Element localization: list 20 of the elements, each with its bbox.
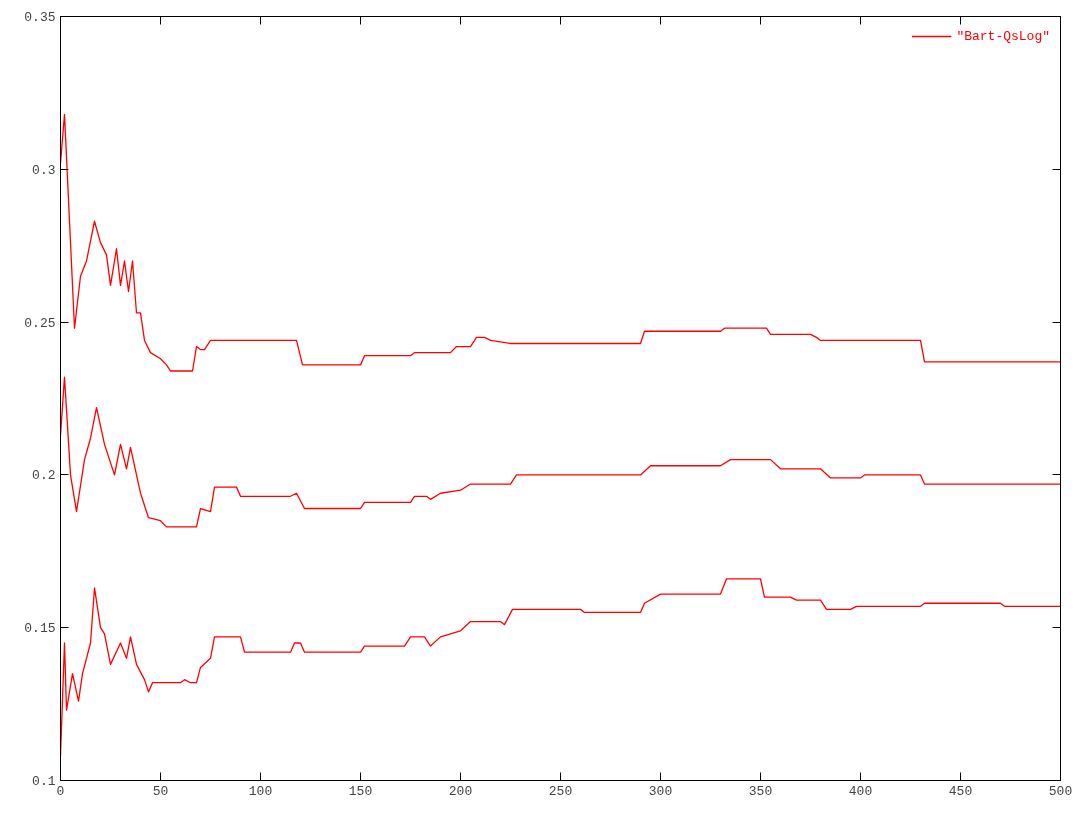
line-series	[60, 376, 1061, 528]
y-tick-label: 0.35	[24, 10, 56, 25]
x-tick-label: 250	[548, 783, 573, 799]
x-tick-label: 150	[348, 783, 373, 799]
x-tick-label: 0	[56, 783, 65, 799]
y-tick-label: 0.15	[24, 621, 56, 637]
x-tick-label: 500	[1048, 783, 1073, 799]
x-tick-label: 100	[248, 783, 273, 799]
x-tick-label: 200	[448, 783, 473, 799]
y-tick-label: 0.1	[32, 774, 56, 789]
y-tick-label: 0.2	[32, 468, 56, 484]
x-tick-label: 350	[748, 783, 773, 799]
x-tick-label: 300	[648, 783, 673, 799]
line-series	[60, 113, 1061, 372]
x-tick-label: 450	[948, 783, 973, 799]
y-tick-label: 0.3	[32, 162, 56, 178]
legend-label: "Bart-QsLog"	[956, 28, 1050, 44]
x-tick-label: 50	[152, 783, 169, 799]
x-tick-label: 400	[848, 783, 873, 799]
y-tick-label: 0.25	[24, 315, 56, 331]
